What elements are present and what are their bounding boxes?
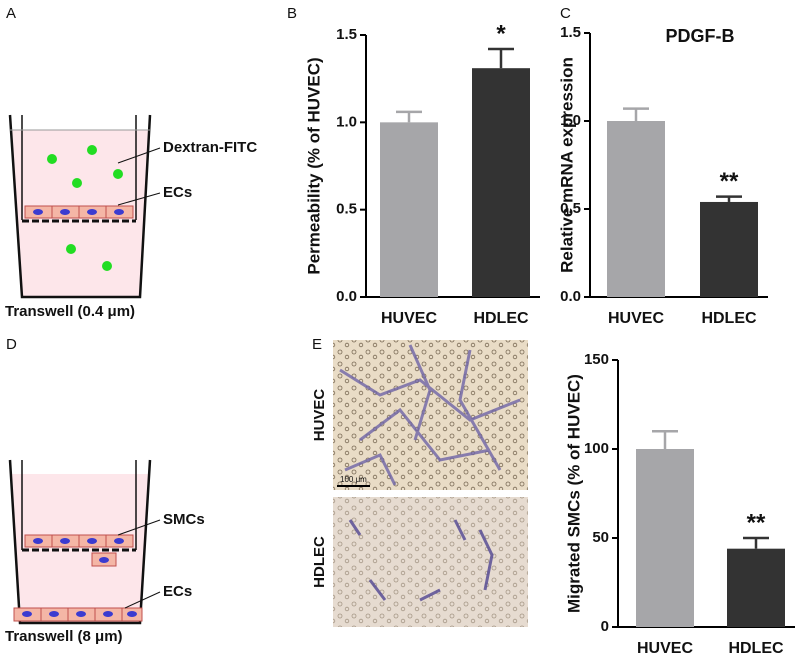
y-tick-label: 1.5 [560,24,581,41]
panel-label: C [560,5,571,22]
transwell-diagram [8,114,161,299]
diagram-label: Dextran-FITC [163,139,257,156]
row-label: HUVEC [311,389,328,442]
x-tick-label: HUVEC [381,310,437,327]
y-tick-label: 0.0 [560,288,581,305]
panel-label: D [6,336,17,353]
bar [380,122,438,297]
y-tick-label: 50 [592,529,609,546]
y-tick-label: 150 [584,351,609,368]
significance: ** [720,168,739,195]
diagram-caption: Transwell (8 μm) [5,628,123,645]
y-tick-label: 0 [601,618,609,635]
micrograph [333,497,528,627]
y-axis-label: Permeability (% of HUVEC) [304,57,323,274]
diagram-label: SMCs [163,511,205,528]
y-axis-label: Migrated SMCs (% of HUVEC) [564,374,583,613]
x-tick-label: HUVEC [608,310,664,327]
chart-title: PDGF-B [666,26,735,46]
bar [472,68,530,297]
panel-label: A [6,5,16,22]
diagram-label: ECs [163,184,192,201]
significance: * [496,20,506,47]
x-tick-label: HUVEC [637,640,693,655]
y-axis-label: Relative mRNA expression [557,57,576,273]
micrograph [333,340,528,490]
significance: ** [747,509,766,536]
y-tick-label: 0.5 [336,201,357,218]
x-tick-label: HDLEC [701,310,757,327]
row-label: HDLEC [311,536,328,588]
y-tick-label: 0.5 [560,200,581,217]
y-tick-label: 0.0 [336,288,357,305]
diagram-caption: Transwell (0.4 μm) [5,303,135,320]
diagram-label: ECs [163,583,192,600]
y-tick-label: 1.5 [336,26,357,43]
y-tick-label: 100 [584,440,609,457]
scale-bar-label: 100 μm [340,475,367,484]
bar [700,201,758,297]
y-tick-label: 1.0 [560,112,581,129]
bar [727,548,785,627]
bar [607,121,665,297]
x-tick-label: HDLEC [728,640,784,655]
transwell-diagram [8,459,161,625]
bar [636,449,694,627]
x-tick-label: HDLEC [473,310,529,327]
y-tick-label: 1.0 [336,113,357,130]
panel-label: B [287,5,297,22]
panel-label: E [312,336,322,353]
